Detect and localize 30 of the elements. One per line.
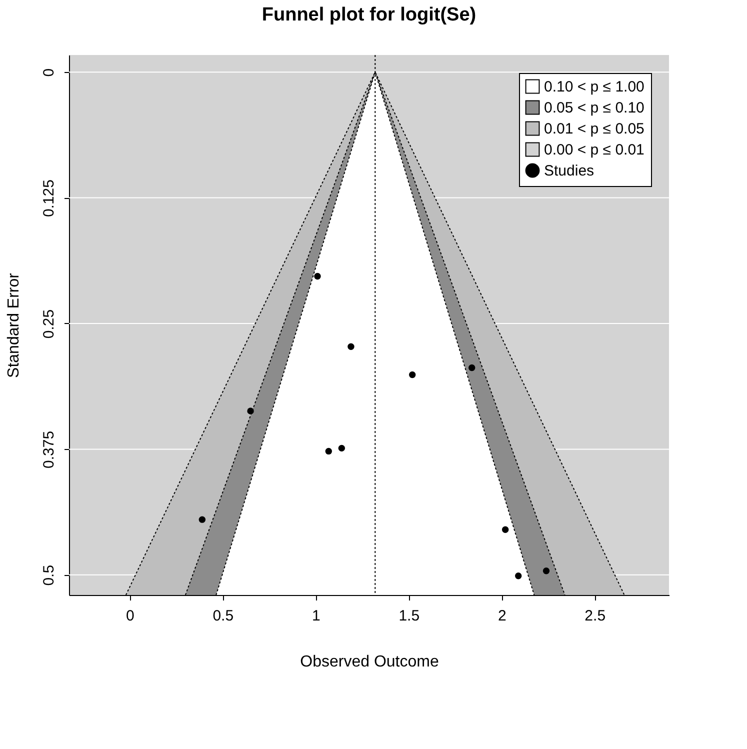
y-tick-label: 0.375 bbox=[40, 430, 58, 468]
point bbox=[542, 568, 550, 574]
point bbox=[514, 572, 522, 580]
point bbox=[408, 371, 416, 378]
y-tick-label: 0 bbox=[40, 68, 58, 77]
y-tick-label: 0.5 bbox=[40, 564, 58, 586]
point bbox=[502, 526, 509, 533]
chart-title: Funnel plot for logit(Se) bbox=[262, 4, 476, 26]
legend-label: 0.00 < p ≤ 0.01 bbox=[544, 142, 644, 158]
point bbox=[247, 408, 254, 414]
x-tick-label: 2.5 bbox=[584, 608, 606, 624]
point bbox=[198, 516, 206, 523]
y-tick-label: 0.25 bbox=[40, 309, 58, 339]
x-tick-label: 0 bbox=[126, 608, 134, 624]
x-tick-label: 2 bbox=[498, 608, 506, 624]
legend-label: 0.01 < p ≤ 0.05 bbox=[544, 120, 644, 138]
legend-label: 0.10 < p ≤ 1.00 bbox=[544, 78, 644, 96]
point bbox=[314, 272, 321, 280]
x-tick-label: 1.5 bbox=[398, 608, 420, 624]
point bbox=[348, 343, 354, 350]
y-axis-title: Standard Error bbox=[6, 272, 22, 378]
y-tick-label: 0.125 bbox=[40, 180, 58, 218]
x-tick-label: 1 bbox=[312, 608, 320, 624]
point bbox=[325, 448, 332, 455]
point bbox=[338, 444, 346, 452]
legend-label: 0.05 < p ≤ 0.10 bbox=[544, 100, 644, 116]
x-axis-title: Observed Outcome bbox=[300, 654, 439, 670]
point bbox=[468, 364, 476, 372]
legend-label: Studies bbox=[544, 162, 594, 180]
x-tick-label: 0.5 bbox=[212, 608, 234, 624]
